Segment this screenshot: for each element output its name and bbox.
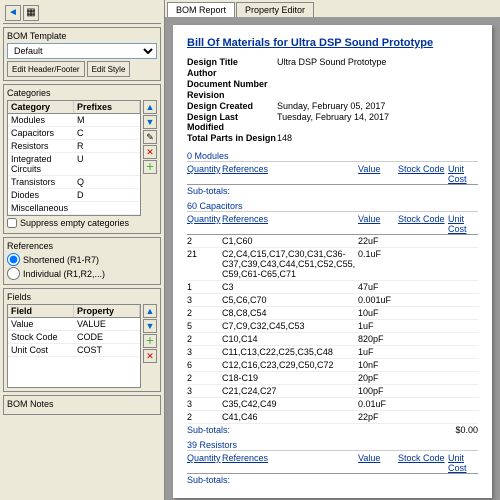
field-row[interactable]: ValueVALUE [8,318,140,331]
notes-label: BOM Notes [7,399,157,409]
category-row[interactable]: CapacitorsC [8,127,140,140]
cat-add[interactable]: ＋ [143,160,157,174]
bom-row: 2C8,C8,C5410uF [187,307,478,320]
section-header: 0 Modules [187,151,478,162]
bom-row: 2C10,C14820pF [187,333,478,346]
tab-bom-report[interactable]: BOM Report [167,2,235,17]
report-title: Bill Of Materials for Ultra DSP Sound Pr… [187,37,478,49]
bom-row: 3C5,C6,C700.001uF [187,294,478,307]
template-label: BOM Template [7,31,157,41]
bom-row: 21C2,C4,C15,C17,C30,C31,C36-C37,C39,C43,… [187,248,478,281]
category-row[interactable]: Miscellaneous [8,202,140,215]
bom-row: 2C18-C1920pF [187,372,478,385]
field-down[interactable]: ▼ [143,319,157,333]
references-label: References [7,241,157,251]
cat-down[interactable]: ▼ [143,115,157,129]
tool-new[interactable]: ◄ [5,5,21,21]
bom-row: 3C21,C24,C27100pF [187,385,478,398]
bom-row: 1C347uF [187,281,478,294]
field-up[interactable]: ▲ [143,304,157,318]
category-row[interactable]: ResistorsR [8,140,140,153]
field-del[interactable]: ✕ [143,349,157,363]
cat-up[interactable]: ▲ [143,100,157,114]
field-row[interactable]: Stock CodeCODE [8,331,140,344]
category-row[interactable]: DiodesD [8,189,140,202]
template-select[interactable]: Default [7,43,157,59]
edit-header-button[interactable]: Edit Header/Footer [7,61,85,77]
category-row[interactable]: TransistorsQ [8,176,140,189]
bom-row: 2C1,C6022uF [187,235,478,248]
fields-label: Fields [7,292,157,302]
tool-open[interactable]: ▦ [23,5,39,21]
section-header: 39 Resistors [187,440,478,451]
tab-property-editor[interactable]: Property Editor [236,2,314,17]
ref-shortened[interactable] [7,253,20,266]
category-row[interactable]: ModulesM [8,114,140,127]
cat-edit[interactable]: ✎ [143,130,157,144]
bom-row: 6C12,C16,C23,C29,C50,C7210nF [187,359,478,372]
section-header: 60 Capacitors [187,201,478,212]
field-add[interactable]: ＋ [143,334,157,348]
edit-style-button[interactable]: Edit Style [87,61,131,77]
categories-label: Categories [7,88,157,98]
cat-del[interactable]: ✕ [143,145,157,159]
field-row[interactable]: Unit CostCOST [8,344,140,357]
bom-row: 3C35,C42,C490.01uF [187,398,478,411]
category-row[interactable]: Integrated CircuitsU [8,153,140,176]
bom-row: 3C11,C13,C22,C25,C35,C481uF [187,346,478,359]
bom-row: 5C7,C9,C32,C45,C531uF [187,320,478,333]
bom-row: 2C41,C4622pF [187,411,478,424]
ref-individual[interactable] [7,267,20,280]
suppress-check[interactable] [7,218,17,228]
